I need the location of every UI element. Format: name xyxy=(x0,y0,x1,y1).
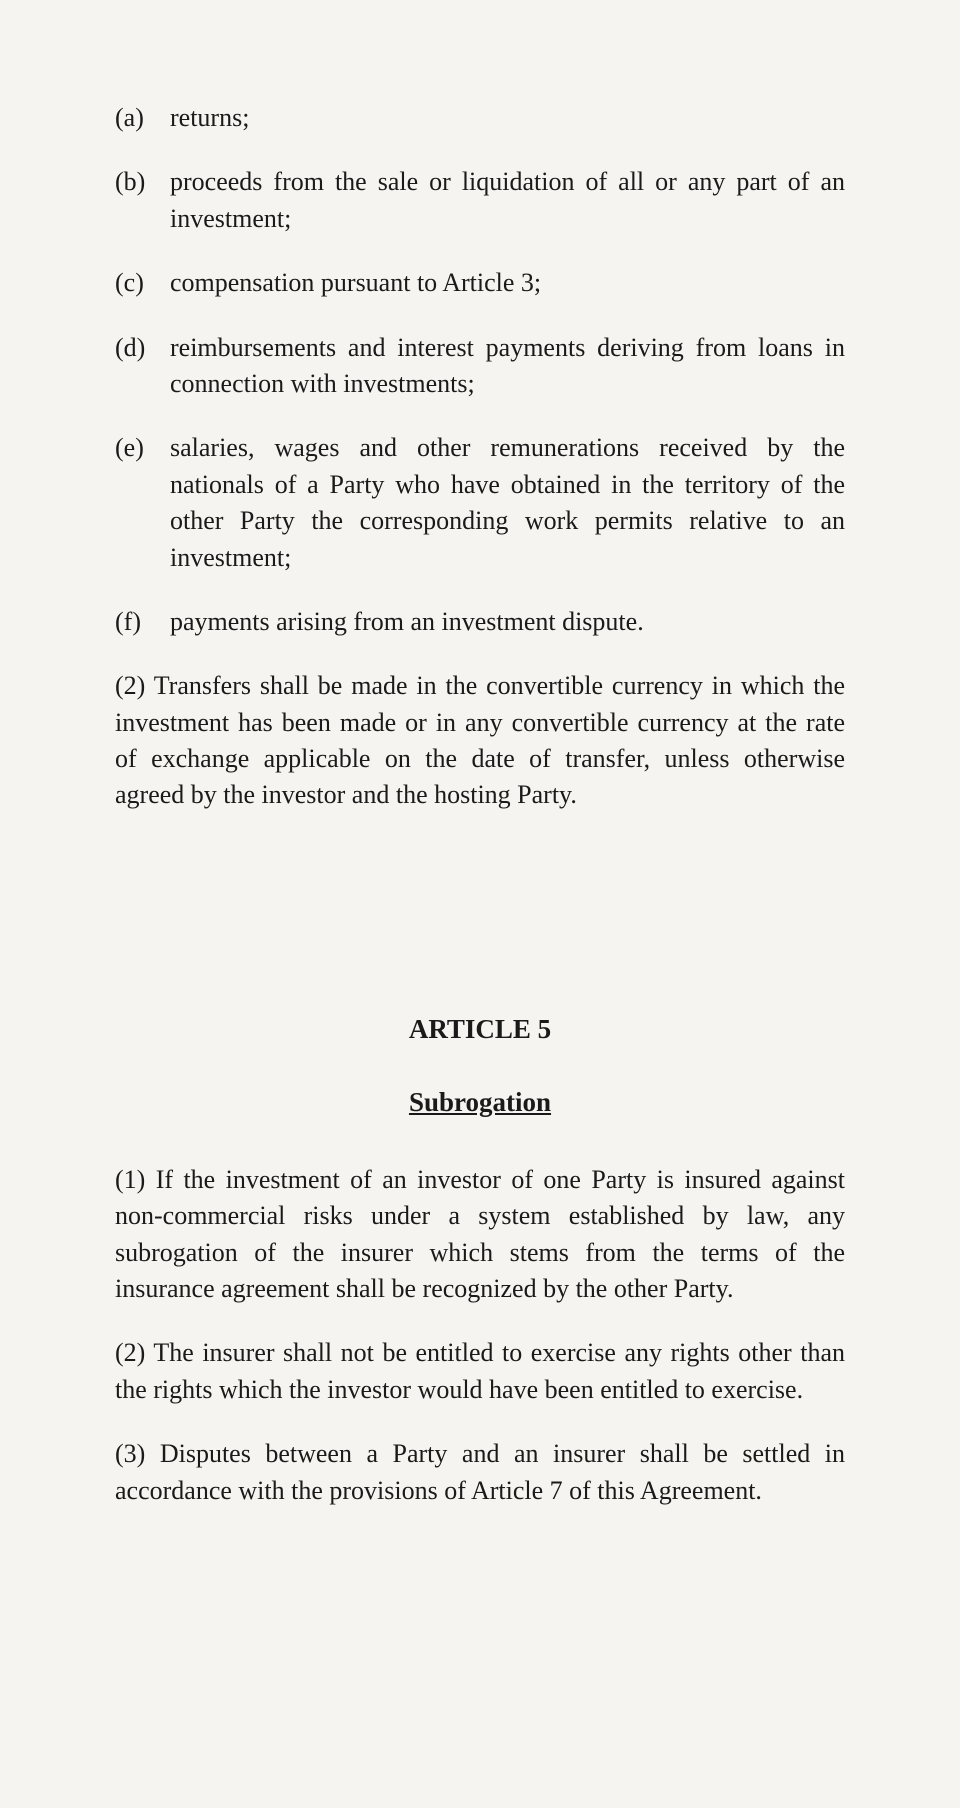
article-paragraph-2: (2) The insurer shall not be entitled to… xyxy=(115,1335,845,1408)
list-marker: (e) xyxy=(115,430,170,576)
list-text: payments arising from an investment disp… xyxy=(170,604,845,640)
list-item-f: (f) payments arising from an investment … xyxy=(115,604,845,640)
list-text: salaries, wages and other remunerations … xyxy=(170,430,845,576)
article-paragraph-3: (3) Disputes between a Party and an insu… xyxy=(115,1436,845,1509)
list-item-e: (e) salaries, wages and other remunerati… xyxy=(115,430,845,576)
article-subtitle: Subrogation xyxy=(115,1087,845,1118)
list-text: returns; xyxy=(170,100,845,136)
article-paragraph-1: (1) If the investment of an investor of … xyxy=(115,1162,845,1308)
list-marker: (d) xyxy=(115,330,170,403)
list-marker: (a) xyxy=(115,100,170,136)
list-item-c: (c) compensation pursuant to Article 3; xyxy=(115,265,845,301)
list-marker: (f) xyxy=(115,604,170,640)
list-text: proceeds from the sale or liquidation of… xyxy=(170,164,845,237)
article-title: ARTICLE 5 xyxy=(115,1014,845,1045)
list-text: reimbursements and interest payments der… xyxy=(170,330,845,403)
list-item-d: (d) reimbursements and interest payments… xyxy=(115,330,845,403)
list-item-a: (a) returns; xyxy=(115,100,845,136)
list-item-b: (b) proceeds from the sale or liquidatio… xyxy=(115,164,845,237)
list-marker: (b) xyxy=(115,164,170,237)
list-marker: (c) xyxy=(115,265,170,301)
paragraph-2: (2) Transfers shall be made in the conve… xyxy=(115,668,845,814)
list-text: compensation pursuant to Article 3; xyxy=(170,265,845,301)
